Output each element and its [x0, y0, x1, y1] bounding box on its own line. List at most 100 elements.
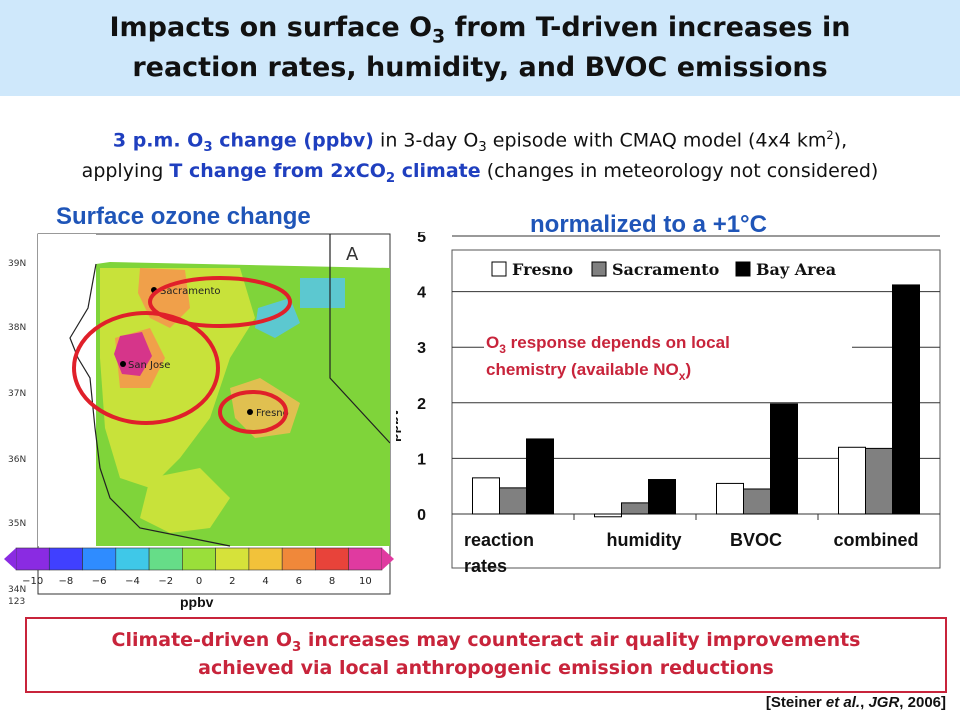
ozone-map-panel: Sacramento San Jose Fresno A 39N 38N 37N…: [0, 228, 400, 620]
page-title-line2: reaction rates, humidity, and BVOC emiss…: [132, 52, 828, 83]
y-tick-label: 3: [417, 340, 426, 357]
legend-swatch: [491, 261, 507, 277]
bar-sacramento: [865, 447, 893, 515]
bar-bay-area: [770, 403, 798, 515]
y-tick-label: 1: [417, 451, 426, 468]
x-category-label: humidity: [607, 530, 682, 550]
colorbar-tick-label: 4: [262, 576, 268, 587]
annotation-text: O: [486, 333, 499, 352]
x-category-label: combined: [833, 530, 918, 550]
positive-change-region: [100, 268, 255, 488]
colorbar-segment: [182, 547, 216, 571]
colorbar-segment: [148, 547, 183, 571]
page-title-line1: Impacts on surface O3 from T-driven incr…: [0, 12, 960, 47]
negative-change-region: [300, 278, 345, 308]
annotation-subscript: x: [679, 369, 686, 383]
annotation-line2: chemistry (available NOx): [486, 360, 691, 383]
legend-label: Fresno: [512, 260, 573, 279]
lat-label: 37N: [8, 389, 26, 399]
citation-text: [Steiner: [765, 694, 826, 711]
colorbar-segment: [48, 547, 83, 571]
bar-chart-panel: 0 1 2 3 4 5 reaction rates humidity BVOC combined…: [385, 229, 960, 592]
highlight-circle-sacramento: [148, 276, 292, 328]
bar-sacramento: [743, 488, 771, 515]
bar-bay-area: [648, 479, 676, 515]
conclusion-box: Climate-driven O3 increases may countera…: [25, 617, 947, 693]
colorbar-tick-label: −6: [92, 576, 107, 587]
colorbar-segment: [281, 547, 316, 571]
annotation-text: chemistry (available NO: [486, 360, 679, 379]
subtitle-text: 3 p.m. O: [112, 129, 204, 152]
state-border: [329, 234, 391, 444]
colorbar-tick-label: −8: [59, 576, 74, 587]
annotation-text: response depends on local: [506, 333, 730, 352]
plot-frame: [451, 249, 941, 569]
city-marker-fresno: [247, 409, 253, 415]
legend-label: Sacramento: [612, 260, 720, 279]
lat-label: 39N: [8, 259, 26, 269]
subtitle-subscript: 3: [203, 140, 213, 156]
colorbar: [4, 547, 394, 571]
citation-text: et al.: [825, 694, 861, 711]
conclusion-text: increases may counteract air quality imp…: [301, 629, 861, 651]
colorbar-tick-label: 8: [329, 576, 335, 587]
colorbar-segment: [15, 547, 50, 571]
colorbar-tick-label: −4: [125, 576, 140, 587]
colorbar-tick-label: 0: [196, 576, 202, 587]
conclusion-text: Climate-driven O: [111, 629, 293, 651]
x-category-label: reaction: [464, 530, 534, 550]
annotation-text: ): [685, 360, 691, 379]
y-tick-labels: 0 1 2 3 4 5: [417, 229, 426, 524]
subtitle-text: (changes in meteorology not considered): [480, 160, 879, 182]
x-category-label: BVOC: [730, 530, 782, 550]
highlight-circle-bay-area: [72, 311, 220, 425]
subtitle-line2: applying T change from 2xCO2 climate (ch…: [0, 160, 960, 186]
subtitle-text: applying: [81, 160, 170, 182]
bar-bay-area: [526, 438, 554, 515]
conclusion-line1: Climate-driven O3 increases may countera…: [27, 629, 945, 655]
y-tick-label: 4: [417, 285, 426, 302]
city-marker-san-jose: [120, 361, 126, 367]
latitude-labels: 39N 38N 37N 36N 35N 34N 123: [8, 259, 26, 607]
x-category-labels: reaction rates humidity BVOC combined: [464, 530, 919, 576]
y-tick-label: 0: [417, 507, 426, 524]
colorbar-unit: ppbv: [180, 594, 214, 610]
bar-fresno: [594, 513, 622, 518]
lon-label: 123: [8, 597, 25, 607]
lat-label: 34N: [8, 585, 26, 595]
conclusion-subscript: 3: [292, 639, 302, 655]
bar-sacramento: [499, 487, 527, 515]
citation-text: JGR: [868, 694, 900, 711]
annotation-box: [484, 325, 852, 387]
citation: [Steiner et al., JGR, 2006]: [766, 694, 946, 711]
colorbar-tick-label: −10: [22, 576, 43, 587]
bars: [472, 284, 920, 518]
colorbar-segment: [115, 547, 150, 571]
subtitle-line1: 3 p.m. O3 change (ppbv) in 3-day O3 epis…: [0, 128, 960, 155]
legend-label: Bay Area: [756, 260, 836, 279]
subtitle-text: in 3-day O: [374, 129, 479, 152]
colorbar-ticks: −10 −8 −6 −4 −2 0 2 4 6 8 10: [22, 576, 372, 587]
colorbar-segment: [315, 547, 350, 571]
colorbar-tick-label: 10: [359, 576, 372, 587]
subtitle-subscript: 3: [478, 140, 487, 156]
y-tick-label: 2: [417, 396, 426, 413]
colorbar-tick-label: 6: [296, 576, 302, 587]
colorbar-segment: [215, 547, 250, 571]
title-band: Impacts on surface O3 from T-driven incr…: [0, 0, 960, 96]
city-label: Fresno: [256, 408, 289, 419]
conclusion-line2: achieved via local anthropogenic emissio…: [198, 657, 774, 679]
lat-label: 38N: [8, 323, 26, 333]
bar-fresno: [472, 477, 500, 515]
subtitle-text: ),: [833, 129, 848, 152]
subtitle-subscript: 2: [385, 170, 396, 186]
colorbar-segment: [348, 547, 383, 571]
city-label: Sacramento: [160, 286, 220, 297]
annotation-subscript: 3: [499, 342, 506, 356]
subtitle-text: climate: [395, 160, 481, 182]
colorbar-tick-label: 2: [229, 576, 235, 587]
subtitle-text: change (ppbv): [212, 129, 374, 152]
lat-label: 36N: [8, 455, 26, 465]
map-heading: Surface ozone change: [56, 203, 311, 230]
chart-title: normalized to a +1°C: [530, 211, 767, 238]
